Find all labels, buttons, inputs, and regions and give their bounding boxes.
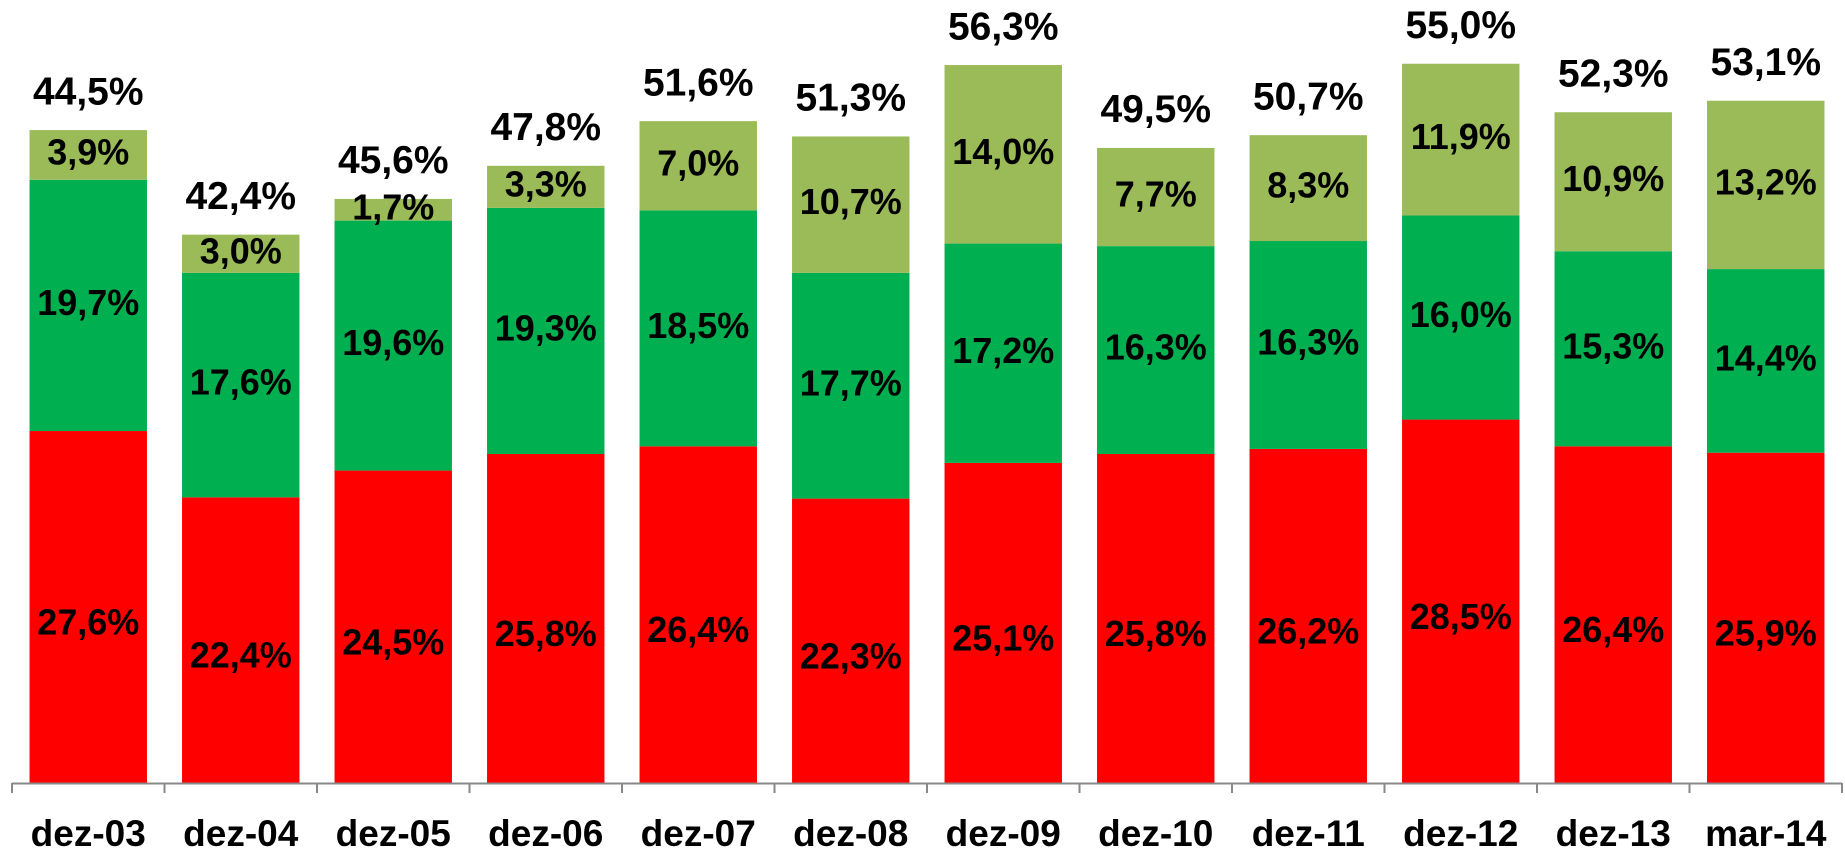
bar-segment [334,470,452,783]
bar-segment [487,207,605,454]
value-label: 11,9% [1411,116,1511,157]
x-tick-label: dez-12 [1403,813,1518,854]
value-label: 25,9% [1715,612,1817,653]
total-label: 55,0% [1405,4,1516,47]
bar-segment [182,272,300,498]
value-label: 26,4% [647,609,749,650]
value-label: 14,4% [1715,337,1817,378]
bar-segment [944,462,1062,783]
value-label: 19,6% [342,322,444,363]
x-tick-label: dez-11 [1252,813,1365,854]
bar-segment [1554,251,1672,447]
value-label: 3,9% [47,131,129,172]
value-label: 22,4% [190,635,292,676]
total-label: 44,5% [33,70,144,113]
bar-segment [1402,63,1520,216]
total-label: 51,3% [795,77,906,120]
x-tick-label: dez-06 [488,813,603,854]
value-label: 26,2% [1257,610,1359,651]
value-label: 25,1% [952,617,1054,658]
value-label: 14,0% [952,131,1054,172]
value-label: 19,7% [37,282,139,323]
bar-segment [1402,419,1520,783]
bar-segment [639,446,757,783]
total-label: 52,3% [1558,53,1669,96]
bar-segment [792,498,910,783]
total-label: 42,4% [185,175,296,218]
value-label: 17,7% [800,362,902,403]
value-label: 28,5% [1410,596,1512,637]
bar-segment [1097,147,1215,247]
value-label: 16,3% [1257,321,1359,362]
bar-segment [792,272,910,499]
x-tick-label: mar-14 [1705,813,1827,854]
bar-segment [1097,453,1215,783]
bar-segment [1249,448,1367,783]
bar-segment [792,136,910,273]
x-tick-label: dez-10 [1098,813,1213,854]
x-tick-label: dez-03 [31,813,146,854]
bar-segment [639,210,757,447]
value-label: 18,5% [647,305,749,346]
total-label: 50,7% [1253,75,1364,118]
value-label: 13,2% [1715,161,1817,202]
total-label: 51,6% [643,61,754,104]
bar-segment [1402,215,1520,420]
value-label: 22,3% [800,635,902,676]
value-label: 17,2% [952,330,1054,371]
bar-segment [1707,100,1825,270]
value-label: 25,8% [495,613,597,654]
value-label: 24,5% [342,621,444,662]
bar-segment [1097,246,1215,454]
total-label: 53,1% [1710,41,1821,84]
x-tick-label: dez-07 [641,813,756,854]
bar-segment [29,179,147,432]
bar-segment [334,198,452,221]
bar-segment [487,453,605,783]
bar-segment [1249,241,1367,449]
value-label: 16,3% [1105,327,1207,368]
value-label: 10,9% [1562,158,1664,199]
value-label: 17,6% [190,362,292,403]
value-label: 3,0% [200,230,282,271]
bar-segment [944,65,1062,244]
bar-segment [1707,269,1825,453]
value-label: 25,8% [1105,613,1207,654]
bar-segment [1249,135,1367,242]
bar-segment [944,243,1062,463]
value-label: 15,3% [1562,325,1664,366]
x-tick-label: dez-05 [336,813,451,854]
bar-segment [639,121,757,211]
bar-segment [1554,446,1672,783]
x-tick-label: dez-09 [946,813,1061,854]
total-label: 56,3% [948,5,1059,48]
bar-segment [29,431,147,783]
bar-segment [1554,112,1672,252]
bar-segment [29,130,147,180]
value-label: 26,4% [1562,609,1664,650]
x-tick-label: dez-08 [793,813,908,854]
value-label: 8,3% [1267,165,1349,206]
x-tick-label: dez-04 [183,813,299,854]
value-label: 1,7% [352,186,434,227]
bar-segment [1707,452,1825,783]
value-label: 3,3% [505,163,587,204]
value-label: 7,7% [1115,174,1197,215]
bar-segment [182,497,300,783]
total-label: 49,5% [1100,88,1211,131]
bar-segment [182,234,300,273]
bar-segment [487,165,605,208]
value-label: 7,0% [657,142,739,183]
x-tick-label: dez-13 [1556,813,1671,854]
bar-segment [334,220,452,471]
total-label: 45,6% [338,139,449,182]
value-label: 10,7% [800,181,902,222]
total-label: 47,8% [490,106,601,149]
value-label: 16,0% [1410,294,1512,335]
value-label: 27,6% [37,602,139,643]
value-label: 19,3% [495,307,597,348]
